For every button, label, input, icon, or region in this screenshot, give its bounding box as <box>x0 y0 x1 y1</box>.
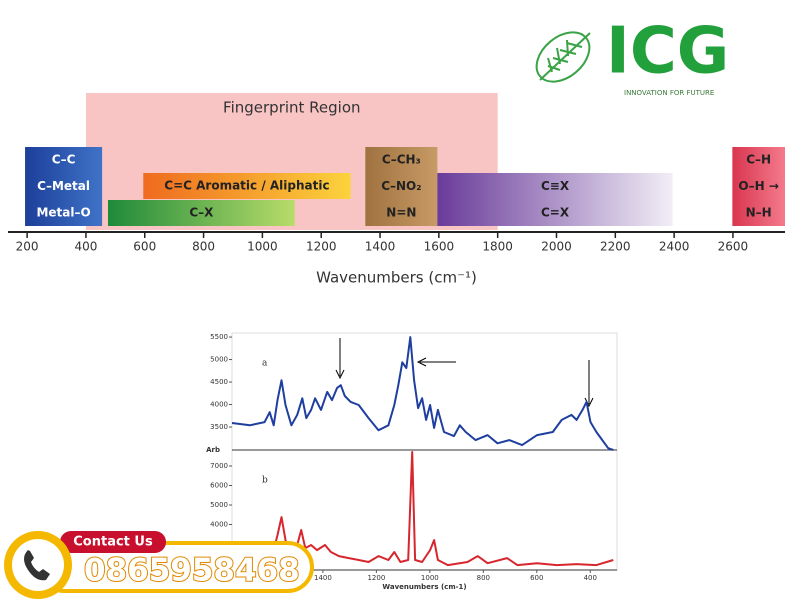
x-tick-label: 1600 <box>424 240 455 254</box>
band-label: Fingerprint Region <box>223 99 361 117</box>
band-label: Metal–O <box>36 205 90 219</box>
x-tick-label: 1200 <box>367 574 385 582</box>
y-tick-label: 3500 <box>210 423 228 431</box>
phone-circle-inner <box>12 539 64 591</box>
y-axis-label: Arb <box>206 446 220 454</box>
y-tick-label: 5000 <box>210 356 228 364</box>
band-label: C–X <box>189 206 214 220</box>
x-axis-label: Wavenumbers (cm-1) <box>382 583 466 591</box>
logo-title: ICG <box>606 15 729 89</box>
x-tick-label: 600 <box>530 574 543 582</box>
band-label: C–CH₃ <box>382 153 421 167</box>
band-label: C–H <box>746 153 771 167</box>
x-tick-label: 2200 <box>600 240 631 254</box>
y-tick-label: 4000 <box>210 521 228 529</box>
contact-phone[interactable]: 0865958468 <box>83 552 301 590</box>
x-tick-label: 400 <box>584 574 597 582</box>
leaf-veins <box>539 32 591 81</box>
y-tick-label: 6000 <box>210 482 228 490</box>
x-tick-label: 2000 <box>541 240 572 254</box>
spectrum-frame <box>231 332 618 571</box>
phone-icon <box>24 550 50 581</box>
band-label: C≡X <box>541 179 570 193</box>
x-tick-label: 1000 <box>247 240 278 254</box>
arrow <box>335 338 345 380</box>
annotation: a <box>262 359 268 369</box>
band-label: N–H <box>746 205 772 219</box>
spectrum-line <box>231 336 614 451</box>
x-tick-label: 200 <box>16 240 39 254</box>
x-tick-label: 2600 <box>718 240 749 254</box>
band <box>143 173 351 199</box>
y-tick-label: 4500 <box>210 378 228 386</box>
x-tick-label: 1400 <box>365 240 396 254</box>
x-tick-label: 800 <box>477 574 490 582</box>
y-tick-label: 5500 <box>210 333 228 341</box>
plots: Fingerprint Region C–C C–Metal Metal–O C=C A… <box>8 93 785 591</box>
x-axis-label: Wavenumbers (cm⁻¹) <box>316 269 477 287</box>
x-tick-label: 800 <box>192 240 215 254</box>
x-tick-label: 600 <box>133 240 156 254</box>
band-label: O–H → <box>738 179 778 193</box>
y-tick-label: 4000 <box>210 401 228 409</box>
leaf-icon <box>535 31 591 83</box>
x-tick-label: 1400 <box>314 574 332 582</box>
band-label: C=C Aromatic / Aliphatic <box>164 179 329 193</box>
band-label: C–C <box>52 153 76 167</box>
arrow <box>584 360 594 408</box>
logo: ICG INNOVATION FOR FUTURE <box>535 15 729 97</box>
x-tick-label: 1000 <box>421 574 439 582</box>
x-tick-label: 1200 <box>306 240 337 254</box>
annotation-arrows <box>335 338 594 408</box>
band <box>732 147 785 226</box>
x-tick-label: 2400 <box>659 240 690 254</box>
band <box>107 200 295 226</box>
contact-label[interactable]: Contact Us <box>73 535 153 550</box>
y-tick-label: 5000 <box>210 501 228 509</box>
band-label: C=X <box>541 205 570 219</box>
band-label: N=N <box>386 205 416 219</box>
arrow <box>416 357 456 367</box>
band <box>25 147 103 226</box>
band-label: C–Metal <box>37 179 90 193</box>
band <box>437 173 673 226</box>
annotation: b <box>262 476 268 486</box>
y-tick-label: 7000 <box>210 462 228 470</box>
logo-tagline: INNOVATION FOR FUTURE <box>624 89 714 97</box>
band <box>365 147 438 226</box>
x-tick-label: 400 <box>74 240 97 254</box>
contact-banner[interactable]: Contact Us 0865958468 <box>4 531 314 599</box>
x-tick-label: 1800 <box>482 240 513 254</box>
band-label: C–NO₂ <box>381 179 421 193</box>
contact-pill <box>60 531 166 553</box>
